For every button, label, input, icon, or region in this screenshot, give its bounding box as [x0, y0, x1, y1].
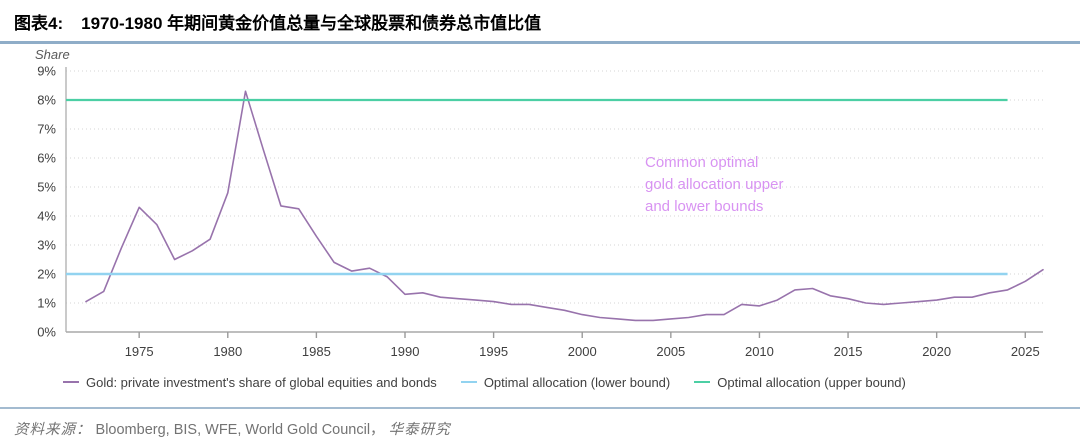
- x-tick-label-2015: 2015: [834, 344, 863, 359]
- figure-title-bar: 图表4: 1970-1980 年期间黄金价值总量与全球股票和债券总市值比值: [0, 0, 1080, 44]
- gold-series-legend-label: Gold: private investment's share of glob…: [86, 374, 437, 390]
- x-tick-label-2025: 2025: [1011, 344, 1040, 359]
- chart-legend: Gold: private investment's share of glob…: [63, 370, 1080, 394]
- y-axis-caption: Share: [35, 47, 70, 62]
- x-tick-label-2005: 2005: [656, 344, 685, 359]
- x-tick-label-1995: 1995: [479, 344, 508, 359]
- y-tick-label-4: 4%: [37, 209, 56, 224]
- y-tick-label-9: 9%: [37, 64, 56, 79]
- lower-bound-legend-label: Optimal allocation (lower bound): [483, 374, 671, 390]
- source-org: 华泰研究: [388, 422, 451, 438]
- figure-title: 1970-1980 年期间黄金价值总量与全球股票和债券总市值比值: [81, 14, 542, 33]
- source-body: Bloomberg, BIS, WFE, World Gold Council，: [95, 422, 385, 438]
- gold-share-line-chart: Share 0% 1% 2% 3% 4% 5% 6% 7% 8% 9% 1975 1980 1985 199…: [35, 47, 1044, 359]
- x-tick-label-2010: 2010: [745, 344, 774, 359]
- x-tick-label-2020: 2020: [922, 344, 951, 359]
- figure-label: 图表4:: [14, 14, 64, 33]
- y-tick-label-7: 7%: [37, 122, 56, 137]
- gold-series-line-swatch: [63, 381, 79, 383]
- legend-item-upper-bound: Optimal allocation (upper bound): [694, 375, 906, 390]
- x-tick-label-2000: 2000: [568, 344, 597, 359]
- y-tick-label-6: 6%: [37, 151, 56, 166]
- y-tick-label-2: 2%: [37, 267, 56, 282]
- y-tick-label-1: 1%: [37, 296, 56, 311]
- y-tick-label-3: 3%: [37, 238, 56, 253]
- y-tick-label-0: 0%: [37, 325, 56, 340]
- lower-bound-line-swatch: [460, 381, 477, 383]
- x-tick-label-1990: 1990: [391, 344, 420, 359]
- upper-bound-legend-label: Optimal allocation (upper bound): [717, 374, 906, 390]
- legend-item-gold-series: Gold: private investment's share of glob…: [63, 375, 437, 390]
- x-tick-label-1975: 1975: [125, 344, 154, 359]
- source-label: 资料来源：: [14, 422, 92, 438]
- x-tick-label-1980: 1980: [213, 344, 242, 359]
- series-line-0: [85, 90, 1044, 322]
- y-tick-label-8: 8%: [37, 93, 56, 108]
- upper-bound-line-swatch: [694, 381, 711, 383]
- source-footer: 资料来源： Bloomberg, BIS, WFE, World Gold Co…: [0, 407, 1080, 439]
- y-tick-label-5: 5%: [37, 180, 56, 195]
- x-tick-label-1985: 1985: [302, 344, 331, 359]
- legend-item-lower-bound: Optimal allocation (lower bound): [460, 374, 671, 390]
- chart-area: Share 0% 1% 2% 3% 4% 5% 6% 7% 8% 9% 1975 1980 1985 199…: [0, 44, 1080, 370]
